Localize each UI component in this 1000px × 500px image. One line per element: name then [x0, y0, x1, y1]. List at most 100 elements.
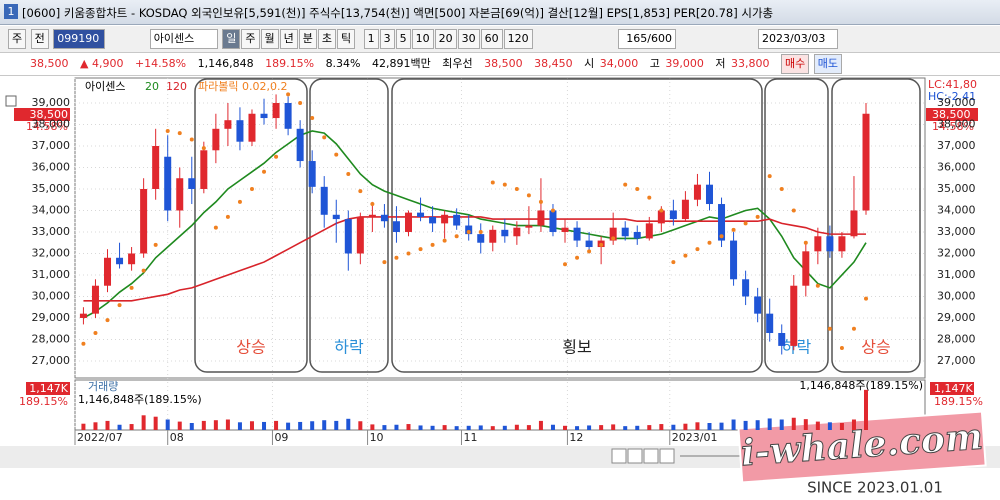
volume-bar	[538, 420, 543, 430]
bid: 38,450	[534, 57, 573, 70]
interval-button[interactable]: 10	[411, 29, 434, 49]
scroll-button[interactable]	[659, 448, 675, 464]
ask: 38,500	[484, 57, 523, 70]
interval-button[interactable]: 60	[480, 29, 503, 49]
sar-dot	[177, 131, 182, 136]
period-select[interactable]: 주	[8, 29, 27, 49]
low: 33,800	[731, 57, 770, 70]
candle-body	[417, 212, 425, 217]
candle-body	[236, 120, 244, 142]
volume-bar	[249, 421, 254, 430]
volume-bar	[81, 423, 86, 430]
interval-button[interactable]: 5	[395, 29, 411, 49]
volume-bar	[346, 418, 351, 430]
legend-ma: 120	[166, 80, 187, 93]
ma-line	[83, 216, 867, 302]
scroll-button[interactable]	[627, 448, 643, 464]
volume-bar	[262, 421, 267, 430]
sar-dot	[647, 195, 652, 200]
sell-button[interactable]: 매도	[813, 54, 842, 74]
window-title: [0600] 키움종합차트 - KOSDAQ 외국인보유[5,591(천)] 주…	[22, 6, 774, 20]
volume-bar	[719, 422, 724, 430]
range-select[interactable]: 전	[30, 29, 49, 49]
scroll-button[interactable]	[643, 448, 659, 464]
volume-rate: 189.15%	[265, 57, 315, 70]
open: 34,000	[599, 57, 639, 70]
sar-dot	[827, 326, 832, 331]
candle-body	[718, 204, 726, 241]
volume-bar	[466, 425, 471, 430]
unit-button[interactable]: 초	[317, 29, 336, 49]
unit-button[interactable]: 분	[298, 29, 317, 49]
buy-button[interactable]: 매수	[781, 54, 810, 74]
y-tick-label: 30,000	[937, 289, 976, 302]
stock-name[interactable]: 아이센스	[149, 29, 218, 49]
candle-body	[525, 225, 533, 228]
last-rate: 14.58%	[932, 120, 974, 133]
y-tick-label: 33,000	[937, 225, 976, 238]
scroll-button[interactable]	[611, 448, 627, 464]
panel-icon[interactable]	[5, 95, 17, 107]
price: 38,500	[30, 57, 69, 70]
annotation-label: 횡보	[562, 338, 591, 357]
candle-body	[730, 240, 738, 280]
sar-dot	[129, 285, 134, 290]
unit-button[interactable]: 틱	[337, 29, 356, 49]
unit-button[interactable]: 주	[241, 29, 260, 49]
sar-dot	[478, 229, 483, 234]
last-price: 38,500	[30, 108, 69, 121]
sar-dot	[779, 186, 784, 191]
x-tick-label: 08	[170, 431, 184, 444]
interval-button[interactable]: 3	[379, 29, 395, 49]
high: 39,000	[665, 57, 704, 70]
candle-body	[212, 128, 220, 151]
date-input[interactable]: 2023/03/03	[758, 29, 838, 49]
sar-dot	[430, 242, 435, 247]
watermark-since: SINCE 2023.01.01	[807, 479, 943, 497]
candle-body	[850, 210, 858, 237]
volume-bar	[707, 423, 712, 430]
y-tick-label: 33,000	[32, 225, 71, 238]
volume-bar	[611, 424, 616, 430]
volume-bar	[442, 425, 447, 430]
code-input[interactable]: 099190	[53, 29, 106, 49]
y-tick-label: 27,000	[32, 354, 71, 367]
volume-bar	[394, 424, 399, 430]
count-input[interactable]: 165/600	[618, 29, 676, 49]
volume-rate: 189.15%	[19, 395, 68, 408]
candle-body	[669, 210, 677, 220]
sar-dot	[454, 234, 459, 239]
sar-dot	[153, 242, 158, 247]
candle-body	[164, 156, 172, 211]
volume-bar	[370, 424, 375, 430]
interval-button[interactable]: 120	[503, 29, 533, 49]
interval-button[interactable]: 1	[363, 29, 379, 49]
volume-note: 1,146,848주(189.15%)	[78, 393, 202, 406]
unit-button[interactable]: 월	[260, 29, 279, 49]
x-tick-label: 12	[569, 431, 583, 444]
title-bar: 1 [0600] 키움종합차트 - KOSDAQ 외국인보유[5,591(천)]…	[0, 0, 1000, 25]
volume-bar	[851, 419, 856, 430]
candle-body	[633, 231, 641, 239]
interval-button[interactable]: 20	[434, 29, 457, 49]
unit-button[interactable]: 년	[279, 29, 298, 49]
sar-dot	[731, 227, 736, 232]
volume-bar	[406, 424, 411, 430]
annotation-box	[309, 78, 389, 373]
sar-dot	[635, 186, 640, 191]
volume-bar	[550, 424, 555, 430]
sar-dot	[93, 331, 98, 336]
interval-button[interactable]: 30	[457, 29, 480, 49]
volume-bar	[490, 426, 495, 430]
candle-body	[862, 113, 870, 211]
unit-button[interactable]: 일	[222, 29, 241, 49]
candle-body	[152, 145, 160, 189]
sar-dot	[671, 260, 676, 265]
candle-body	[453, 214, 461, 226]
volume-title: 거래량	[88, 380, 118, 393]
y-tick-label: 32,000	[32, 246, 71, 259]
candle-body	[140, 188, 148, 254]
best-label: 최우선	[442, 57, 473, 70]
